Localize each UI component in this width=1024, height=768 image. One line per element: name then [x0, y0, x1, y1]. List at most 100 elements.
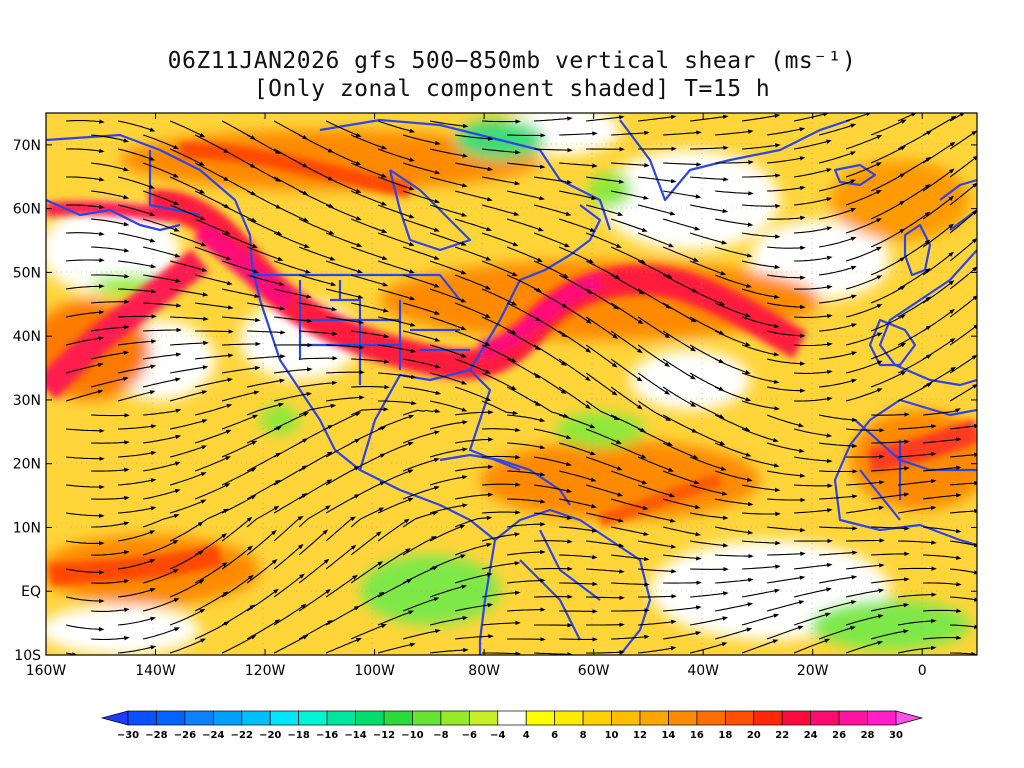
- streamline: [534, 147, 573, 153]
- streamline: [767, 215, 806, 221]
- streamline: [818, 151, 857, 164]
- streamline: [195, 329, 234, 334]
- streamline: [871, 577, 910, 584]
- streamline: [870, 629, 909, 640]
- streamline: [350, 190, 388, 206]
- streamline: [507, 470, 546, 477]
- streamline: [298, 246, 336, 261]
- streamline: [585, 512, 624, 523]
- chart-title: 06Z11JAN2026 gfs 500−850mb vertical shea…: [167, 48, 857, 74]
- streamline: [714, 330, 751, 347]
- colorbar-label: −4: [490, 730, 505, 741]
- streamline: [273, 204, 310, 222]
- streamline: [351, 330, 390, 339]
- streamline: [610, 498, 649, 510]
- colorbar-label: 22: [775, 730, 789, 741]
- streamline: [402, 458, 440, 472]
- streamline: [455, 134, 494, 141]
- streamline: [118, 506, 157, 514]
- streamline: [558, 274, 593, 295]
- streamline: [819, 550, 858, 556]
- streamline: [662, 274, 698, 293]
- streamline: [91, 162, 130, 172]
- streamline: [66, 176, 105, 182]
- negative-shear: [360, 555, 500, 625]
- streamline: [898, 540, 937, 545]
- streamline: [610, 274, 645, 295]
- streamline: [558, 330, 592, 353]
- streamline: [845, 332, 883, 346]
- streamline: [429, 344, 467, 358]
- streamline: [506, 358, 541, 379]
- streamline: [117, 148, 156, 161]
- streamline: [142, 568, 180, 584]
- streamline: [194, 134, 230, 154]
- streamline: [870, 200, 906, 220]
- streamline: [65, 389, 104, 402]
- streamline: [714, 302, 752, 318]
- africa-borders: [854, 419, 977, 521]
- colorbar-swatch: [867, 710, 897, 726]
- streamline: [610, 526, 649, 536]
- streamline: [923, 608, 962, 614]
- streamline: [169, 499, 207, 514]
- streamline: [91, 495, 130, 501]
- streamline: [611, 582, 650, 587]
- streamline: [845, 360, 883, 374]
- longitude-axis: 160W 140W 120W 100W 80W 60W 40W 20W 0: [26, 113, 927, 679]
- streamline: [454, 330, 491, 347]
- streamline: [143, 302, 182, 308]
- streamline: [819, 323, 858, 332]
- streamline: [169, 120, 206, 138]
- streamline: [402, 162, 441, 175]
- streamline: [611, 130, 650, 136]
- streamline: [950, 624, 977, 630]
- streamline: [793, 612, 831, 626]
- streamline: [429, 148, 469, 158]
- streamline: [507, 162, 546, 169]
- streamline: [766, 442, 805, 453]
- streamline: [742, 540, 781, 546]
- lon-tick-label: 140W: [135, 663, 176, 679]
- streamline: [741, 288, 780, 299]
- streamline: [482, 454, 521, 460]
- streamline: [534, 512, 573, 520]
- streamline: [585, 288, 619, 310]
- streamline: [793, 638, 831, 654]
- streamline: [950, 568, 977, 575]
- streamline: [143, 274, 182, 283]
- lat-tick-label: 70N: [13, 138, 41, 154]
- negative-shear: [555, 412, 645, 448]
- streamline: [194, 377, 234, 388]
- streamline: [663, 605, 702, 612]
- streamline: [663, 130, 702, 136]
- colorbar-label: 12: [633, 730, 647, 741]
- streamline: [325, 494, 360, 514]
- streamline: [507, 607, 546, 612]
- lon-tick-label: 160W: [26, 663, 67, 679]
- negative-shear: [260, 405, 300, 435]
- streamline: [949, 182, 977, 206]
- streamline: [325, 120, 362, 137]
- chart-subtitle: [Only zonal component shaded] T=15 h: [253, 76, 771, 102]
- streamline: [350, 162, 387, 178]
- colorbar-label: 26: [832, 730, 846, 741]
- canada-border: [148, 150, 201, 217]
- streamline: [325, 176, 362, 193]
- lat-tick-label: 20N: [13, 457, 41, 473]
- streamline: [91, 550, 130, 556]
- streamline: [117, 176, 155, 189]
- streamline: [169, 579, 205, 598]
- streamline: [143, 489, 181, 500]
- streamline: [402, 597, 440, 612]
- lon-tick-label: 120W: [245, 663, 286, 679]
- streamline: [949, 237, 977, 262]
- streamline: [90, 350, 130, 360]
- colorbar-swatch-high: [895, 710, 924, 726]
- streamline: [118, 339, 157, 346]
- streamline: [585, 204, 624, 217]
- streamline: [402, 274, 440, 288]
- streamline: [767, 127, 806, 136]
- streamline: [637, 456, 674, 472]
- streamline: [689, 288, 726, 306]
